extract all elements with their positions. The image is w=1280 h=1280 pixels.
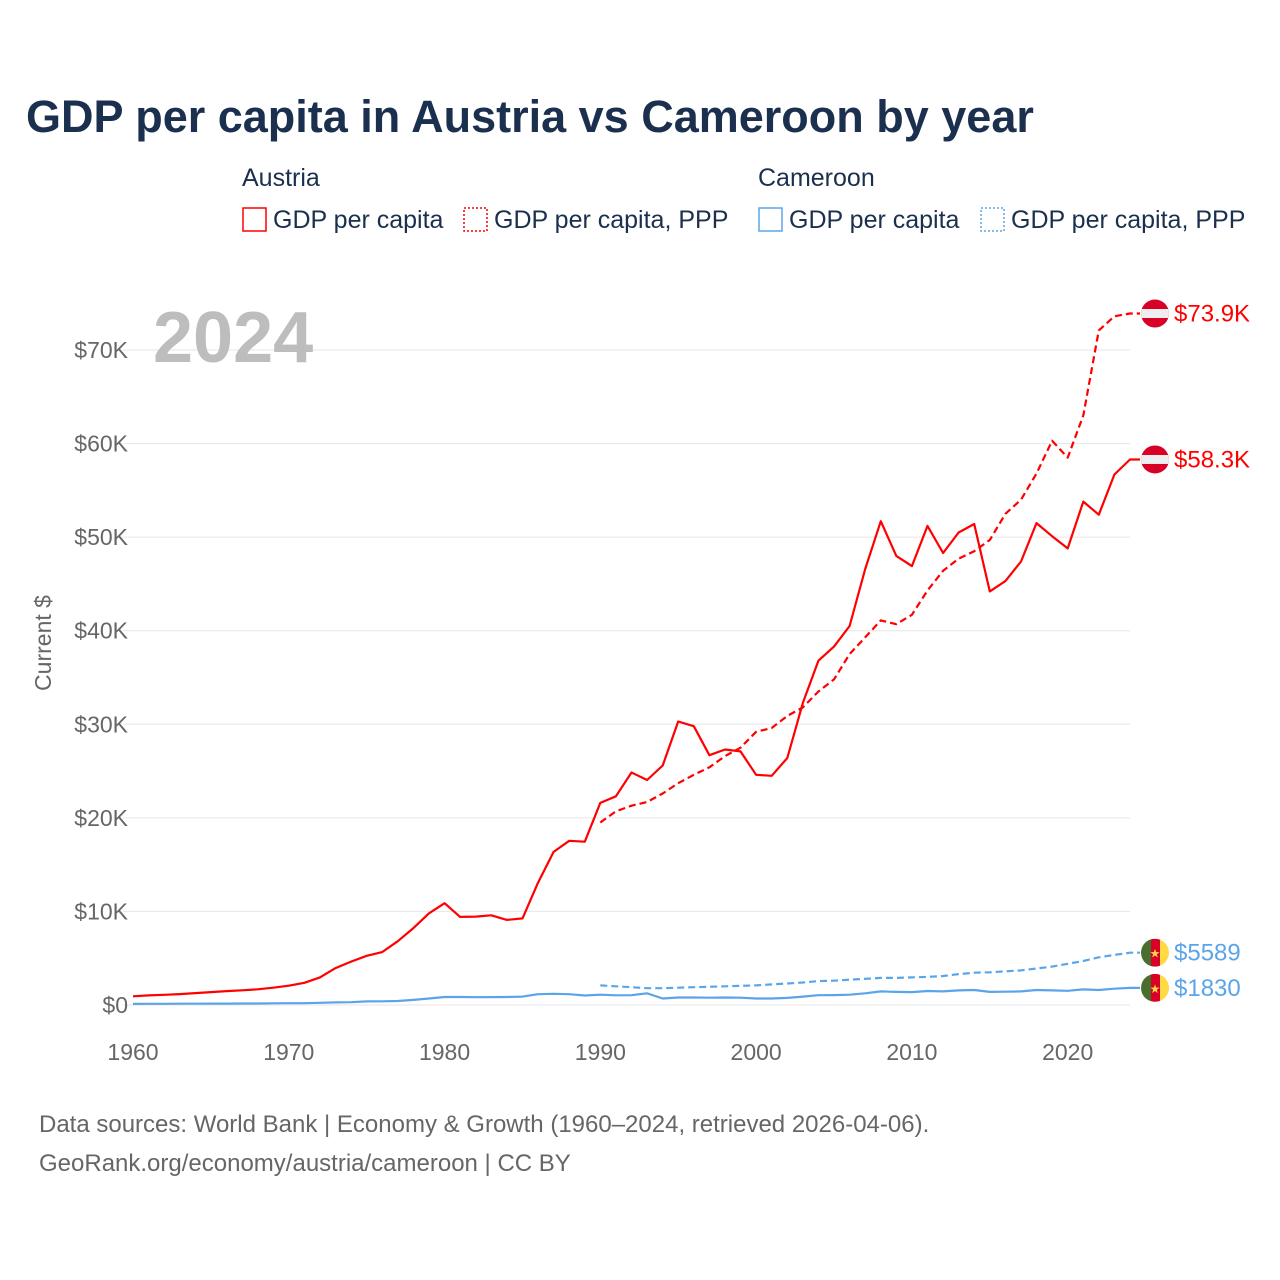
- series-line-3: [600, 951, 1140, 990]
- end-value-label: $1830: [1174, 975, 1241, 1002]
- series-line-1: [599, 312, 1140, 824]
- year-label: 2024: [153, 298, 313, 378]
- legend-item-cameroon-gdp[interactable]: GDP per capita: [789, 206, 960, 234]
- series-line-0: [132, 458, 1140, 998]
- legend-item-austria-gdp[interactable]: GDP per capita: [273, 206, 444, 234]
- cameroon-flag-icon: ★: [1141, 938, 1169, 967]
- y-tick-label: $0: [102, 992, 128, 1018]
- austria-flag-icon: [1141, 299, 1169, 328]
- end-labels: $58.3K $73.9K ★ $1830 ★ $5589: [1141, 299, 1250, 1002]
- chart-title: GDP per capita in Austria vs Cameroon by…: [26, 91, 1034, 142]
- legend-item-austria-ppp[interactable]: GDP per capita, PPP: [494, 206, 728, 234]
- svg-text:★: ★: [1150, 947, 1161, 961]
- gridlines: [123, 349, 1130, 1006]
- x-axis: 1960 1970 1980 1990 2000 2010 2020: [107, 1039, 1093, 1065]
- legend-swatch-cameroon-ppp: [980, 207, 1005, 232]
- series-lines: [132, 312, 1140, 1006]
- legend-swatch-austria-ppp: [463, 207, 488, 232]
- y-tick-label: $20K: [74, 805, 128, 831]
- x-tick-label: 2000: [731, 1039, 782, 1065]
- y-tick-label: $60K: [74, 431, 128, 457]
- legend: Austria GDP per capita GDP per capita, P…: [242, 164, 1245, 234]
- series-line-2: [132, 986, 1140, 1006]
- legend-item-cameroon-ppp[interactable]: GDP per capita, PPP: [1011, 206, 1245, 234]
- end-value-label: $5589: [1174, 940, 1241, 967]
- y-axis-label: Current $: [30, 595, 56, 691]
- cameroon-flag-icon: ★: [1141, 973, 1169, 1002]
- x-tick-label: 1990: [575, 1039, 626, 1065]
- x-tick-label: 1960: [107, 1039, 158, 1065]
- x-tick-label: 2020: [1042, 1039, 1093, 1065]
- svg-text:★: ★: [1150, 982, 1161, 996]
- austria-flag-icon: [1141, 445, 1169, 474]
- y-tick-label: $30K: [74, 711, 128, 737]
- legend-swatch-austria-gdp: [242, 207, 267, 232]
- y-tick-label: $40K: [74, 618, 128, 644]
- footer-sources: Data sources: World Bank | Economy & Gro…: [39, 1111, 929, 1138]
- y-tick-label: $50K: [74, 524, 128, 550]
- x-tick-label: 1980: [419, 1039, 470, 1065]
- y-tick-label: $10K: [74, 898, 128, 924]
- x-tick-label: 1970: [263, 1039, 314, 1065]
- end-value-label: $58.3K: [1174, 446, 1250, 473]
- y-axis: $0 $10K $20K $30K $40K $50K $60K $70K: [74, 337, 128, 1018]
- legend-swatch-cameroon-gdp: [758, 207, 783, 232]
- legend-group-austria: Austria: [242, 164, 320, 192]
- y-tick-label: $70K: [74, 337, 128, 363]
- end-value-label: $73.9K: [1174, 301, 1250, 328]
- x-tick-label: 2010: [886, 1039, 937, 1065]
- footer-url[interactable]: GeoRank.org/economy/austria/cameroon | C…: [39, 1150, 571, 1177]
- legend-group-cameroon: Cameroon: [758, 164, 875, 192]
